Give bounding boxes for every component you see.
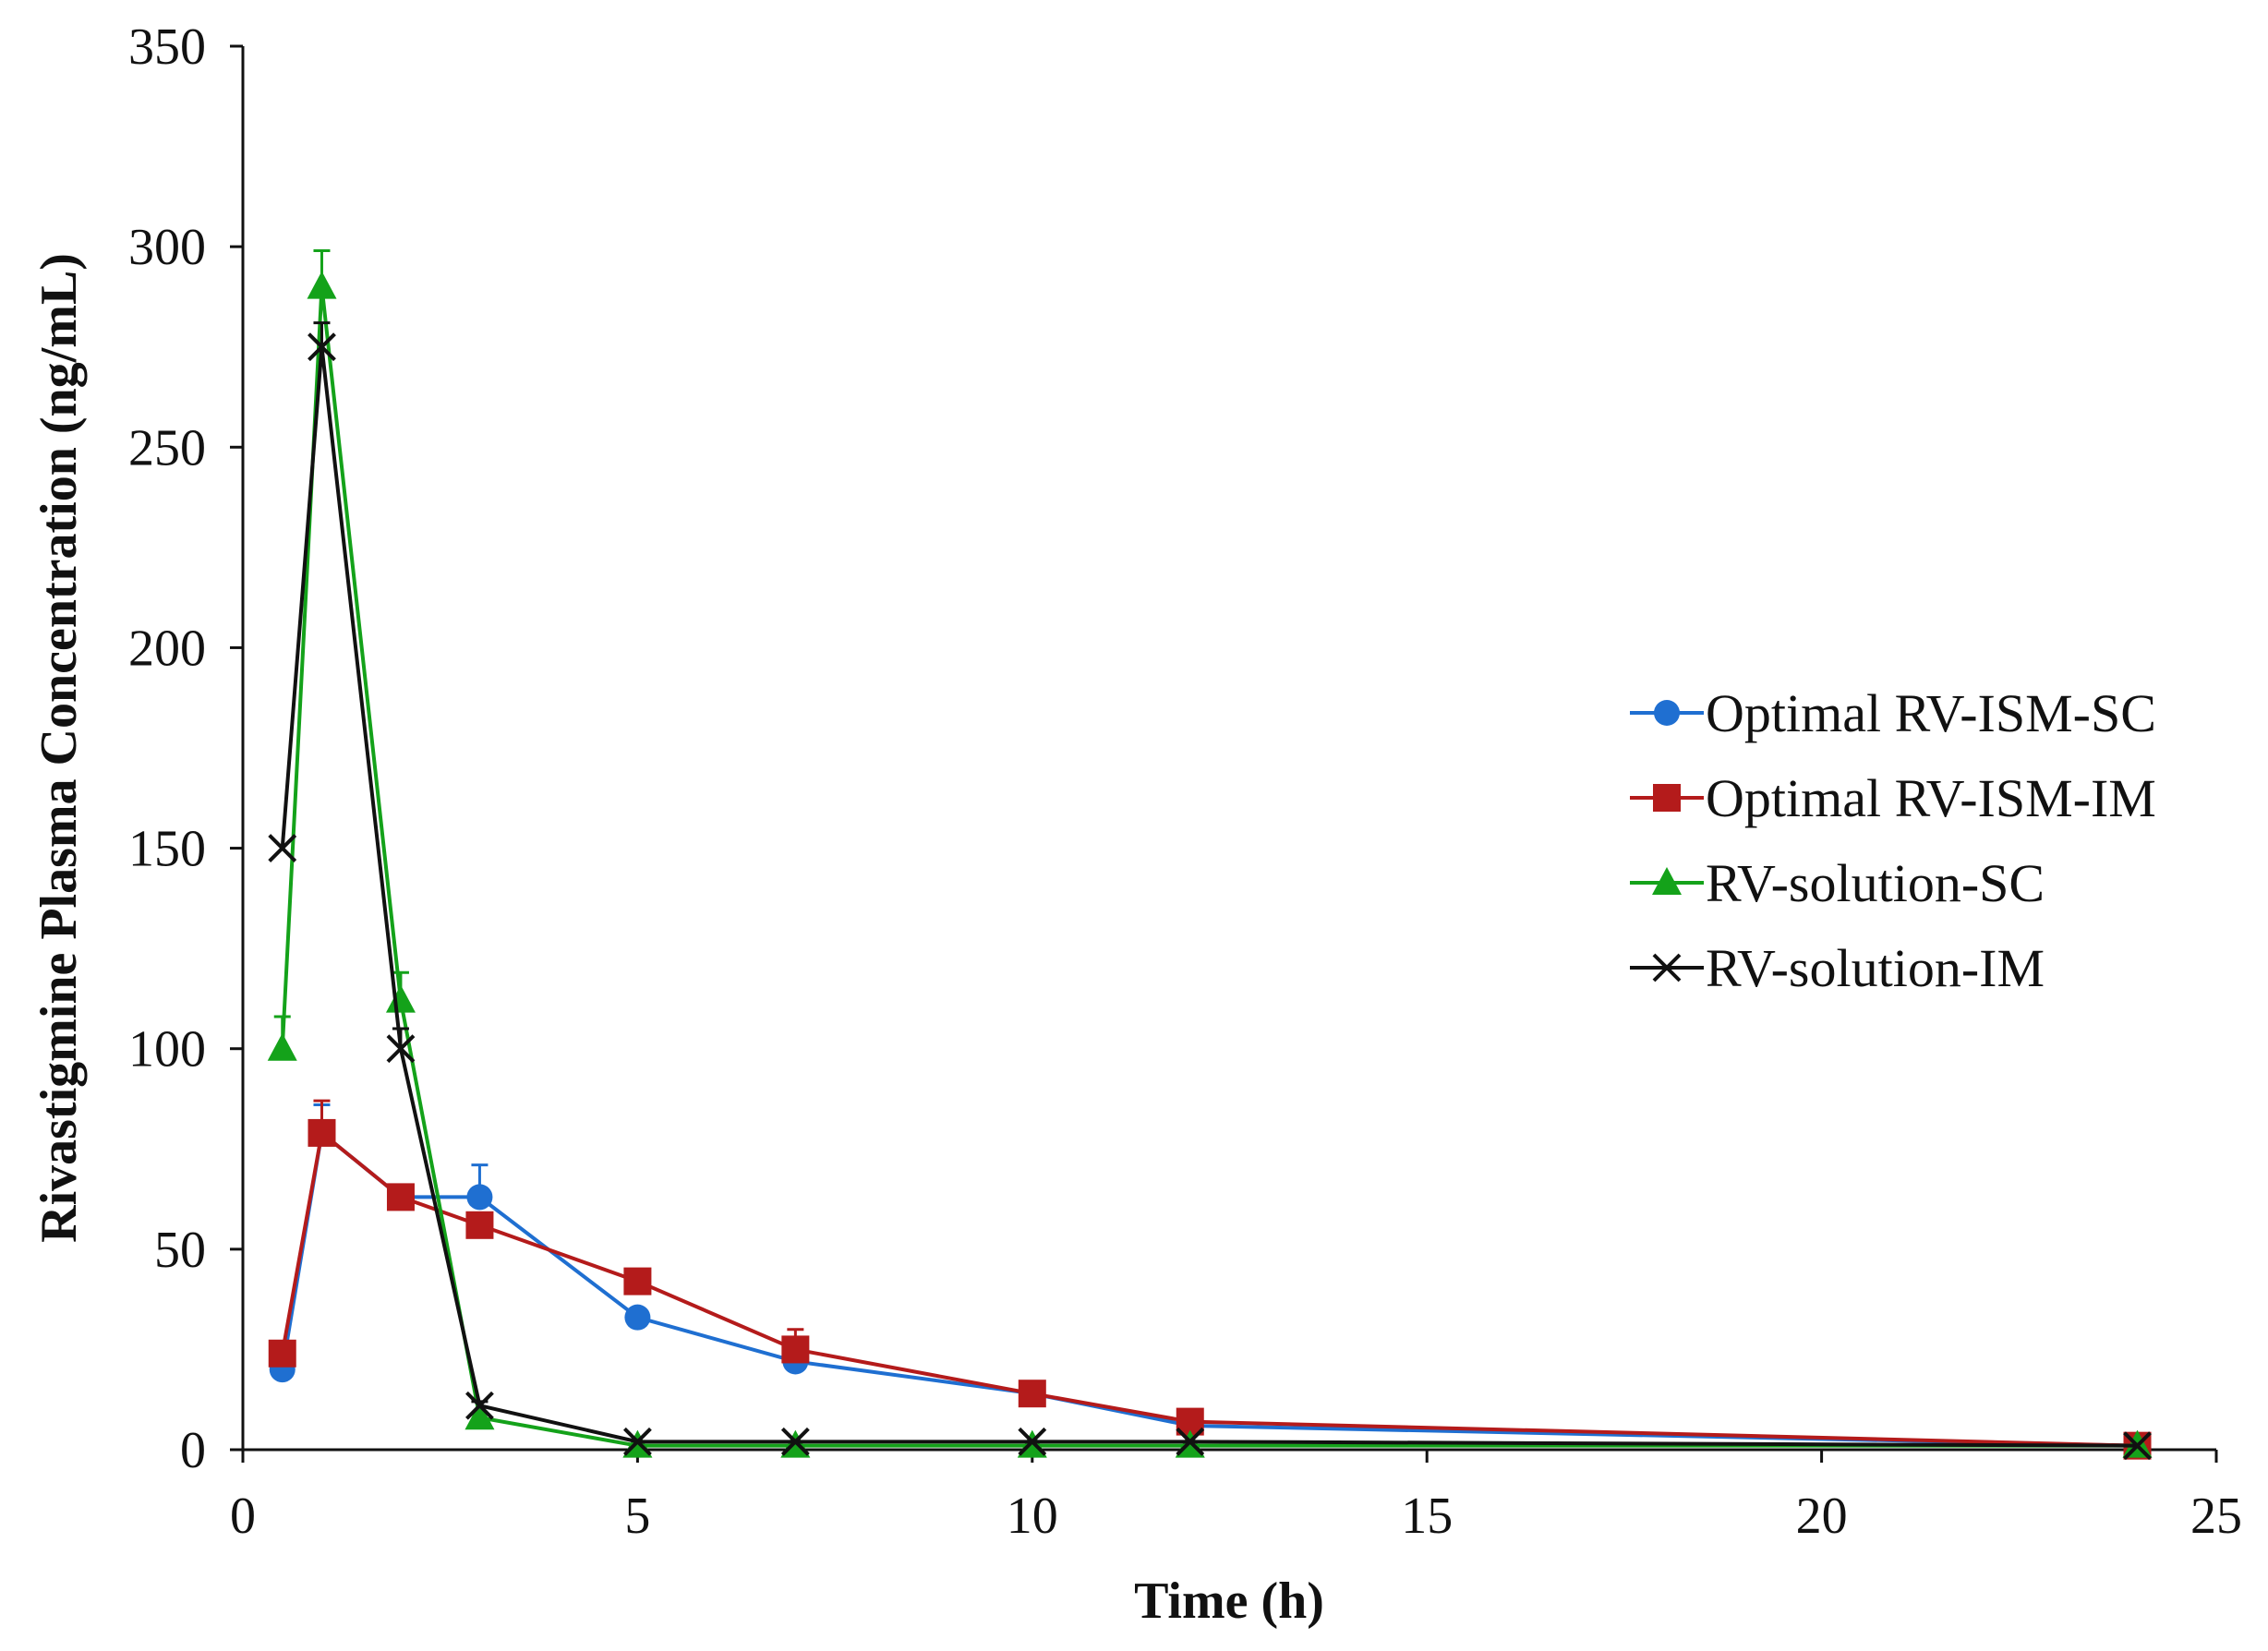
data-point-rv-solution-sc [267, 1032, 297, 1061]
data-point-optimal-rv-ism-im [623, 1267, 652, 1295]
legend-item-optimal-rv-ism-im: Optimal RV-ISM-IM [1630, 768, 2156, 828]
y-ticks: 0 50 100 150 200 250 300 350 [128, 18, 243, 1479]
data-point-rv-solution-sc [307, 271, 337, 299]
data-point-rv-solution-im [2123, 1431, 2152, 1461]
y-axis-title: Rivastigmine Plasma Concentration (ng/mL… [30, 253, 88, 1243]
data-point-rv-solution-im [780, 1427, 810, 1456]
legend-item-rv-solution-sc: RV-solution-SC [1630, 853, 2045, 913]
x-tick-label: 25 [2190, 1488, 2242, 1545]
y-tick-label: 0 [180, 1422, 206, 1479]
data-point-rv-solution-im [1176, 1427, 1205, 1456]
series-optimal-rv-ism-sc [269, 1103, 2151, 1459]
data-point-rv-solution-im [622, 1427, 652, 1456]
legend-item-rv-solution-im: RV-solution-IM [1630, 938, 2045, 998]
data-point-optimal-rv-ism-im [1018, 1380, 1046, 1408]
data-point-optimal-rv-ism-im [268, 1339, 296, 1368]
y-tick-label: 250 [128, 419, 206, 476]
y-tick-label: 50 [154, 1222, 206, 1279]
data-point-rv-solution-im [268, 834, 297, 862]
data-point-optimal-rv-ism-im [781, 1335, 810, 1364]
y-tick-label: 350 [128, 18, 206, 76]
series-line-optimal-rv-ism-sc [280, 1129, 2138, 1448]
data-point-optimal-rv-ism-sc [624, 1304, 651, 1331]
data-point-optimal-rv-ism-im [386, 1183, 415, 1211]
data-point-optimal-rv-ism-im [308, 1118, 336, 1147]
data-point-optimal-rv-ism-sc [466, 1184, 493, 1211]
x-axis-title: Time (h) [1134, 1573, 1324, 1630]
legend-label-optimal-rv-ism-im: Optimal RV-ISM-IM [1706, 768, 2156, 828]
data-point-rv-solution-im [308, 332, 336, 362]
legend-label-rv-solution-im: RV-solution-IM [1706, 938, 2045, 998]
y-tick-label: 100 [128, 1021, 206, 1079]
data-point-rv-solution-sc [385, 984, 416, 1013]
data-point-rv-solution-im [465, 1391, 494, 1420]
data-point-rv-solution-im [1018, 1427, 1047, 1456]
legend-item-optimal-rv-ism-sc: Optimal RV-ISM-SC [1630, 683, 2156, 743]
x-tick-label: 10 [1007, 1488, 1058, 1545]
series-line-optimal-rv-ism-im [280, 1129, 2138, 1448]
y-tick-label: 200 [128, 620, 206, 677]
axes [241, 46, 2216, 1452]
series-optimal-rv-ism-im [268, 1099, 2152, 1460]
data-point-rv-solution-im [386, 1034, 416, 1064]
y-tick-label: 300 [128, 219, 206, 276]
y-tick-label: 150 [128, 821, 206, 878]
legend-marker-optimal-rv-ism-sc [1654, 700, 1680, 726]
x-ticks: 0 5 10 15 20 25 [230, 1450, 2242, 1545]
legend-marker-rv-solution-im [1652, 953, 1682, 982]
x-tick-label: 20 [1796, 1488, 1848, 1545]
x-tick-label: 5 [624, 1488, 650, 1545]
x-tick-label: 0 [230, 1488, 256, 1545]
legend-label-optimal-rv-ism-sc: Optimal RV-ISM-SC [1706, 683, 2156, 743]
series-rv-solution-im [268, 321, 2152, 1461]
series-layer [267, 248, 2153, 1461]
legend-marker-optimal-rv-ism-im [1653, 784, 1681, 812]
data-point-optimal-rv-ism-im [465, 1211, 494, 1239]
legend: Optimal RV-ISM-SC Optimal RV-ISM-IM RV-sol… [1630, 683, 2156, 998]
data-point-rv-solution-sc [464, 1402, 495, 1430]
legend-marker-rv-solution-sc [1652, 867, 1682, 895]
x-tick-label: 15 [1401, 1488, 1453, 1545]
legend-label-rv-solution-sc: RV-solution-SC [1706, 853, 2045, 913]
